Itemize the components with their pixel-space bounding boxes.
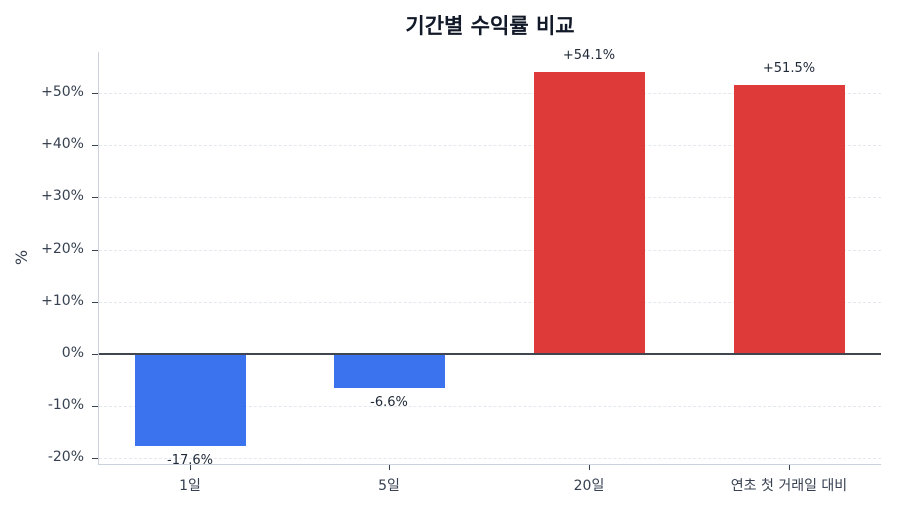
x-tick-mark [789, 465, 790, 470]
y-tick-label: -20% [47, 449, 84, 465]
grid-line [99, 250, 881, 251]
grid-line [99, 93, 881, 94]
grid-line [99, 302, 881, 303]
y-tick-label: +40% [41, 136, 84, 152]
x-tick-mark [589, 465, 590, 470]
grid-line [99, 406, 881, 407]
y-tick-label: 0% [61, 345, 84, 361]
x-tick-label: 20일 [573, 478, 605, 494]
x-tick-mark [190, 465, 191, 470]
x-axis-line [98, 464, 881, 465]
x-tick-label: 1일 [179, 478, 201, 494]
zero-line [99, 353, 881, 355]
bar-value-label: -17.6% [167, 452, 213, 468]
y-tick-label: +50% [41, 84, 84, 100]
y-tick-label: -10% [47, 397, 84, 413]
y-tick-label: +20% [41, 241, 84, 257]
y-tick-label: +30% [41, 188, 84, 204]
y-tick-mark [92, 406, 98, 407]
y-tick-mark [92, 197, 98, 198]
bar [733, 85, 845, 354]
bar-value-label: -6.6% [370, 395, 408, 411]
bar-value-label: +54.1% [562, 47, 616, 63]
x-tick-label: 연초 첫 거래일 대비 [730, 478, 848, 494]
y-tick-mark [92, 354, 98, 355]
grid-line [99, 145, 881, 146]
y-tick-label: +10% [41, 293, 84, 309]
x-tick-label: 5일 [378, 478, 400, 494]
y-tick-mark [92, 93, 98, 94]
bar [134, 354, 246, 446]
chart-title: 기간별 수익률 비교 [405, 14, 575, 38]
y-axis-line [98, 52, 99, 465]
y-axis-label: % [12, 249, 32, 266]
y-tick-mark [92, 458, 98, 459]
bar [533, 71, 645, 354]
grid-line [99, 458, 881, 459]
bar [333, 354, 445, 389]
y-tick-mark [92, 250, 98, 251]
y-tick-mark [92, 302, 98, 303]
grid-line [99, 197, 881, 198]
bar-value-label: +51.5% [762, 61, 816, 77]
y-tick-mark [92, 145, 98, 146]
x-tick-mark [389, 465, 390, 470]
